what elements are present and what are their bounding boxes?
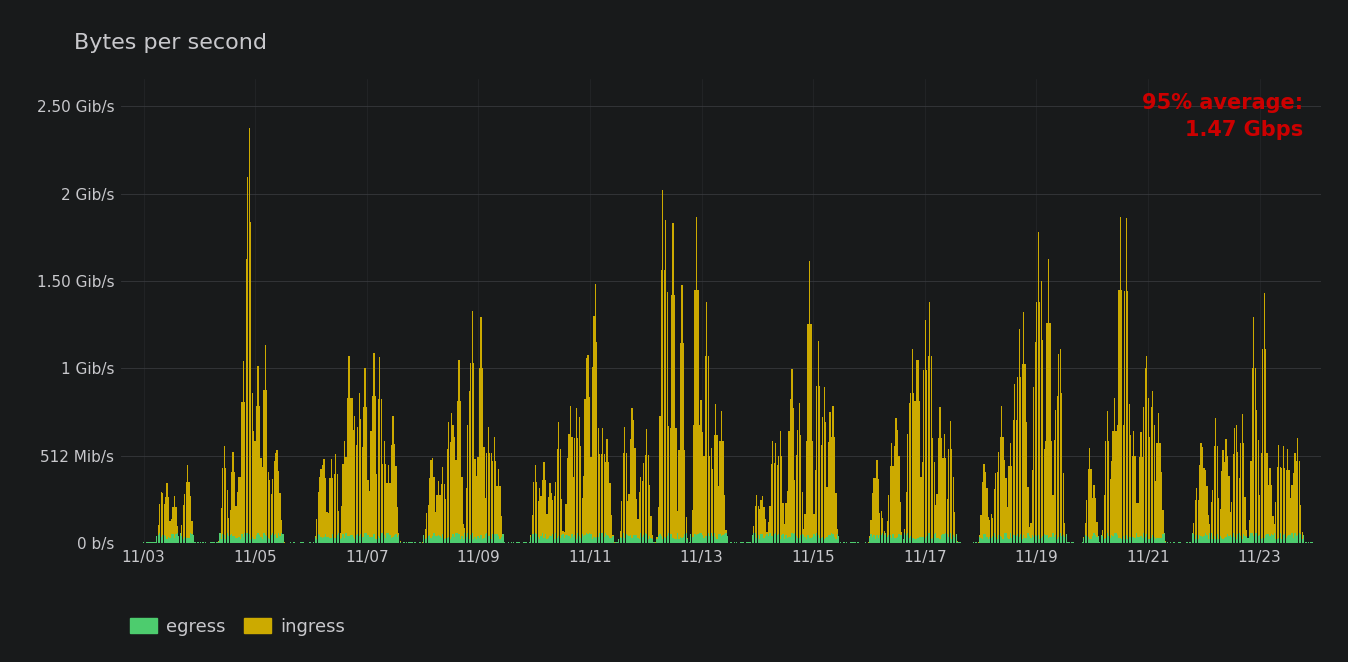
Legend: egress, ingress: egress, ingress (131, 618, 345, 636)
Text: Bytes per second: Bytes per second (74, 33, 267, 53)
Text: 95% average:
1.47 Gbps: 95% average: 1.47 Gbps (1142, 93, 1304, 140)
